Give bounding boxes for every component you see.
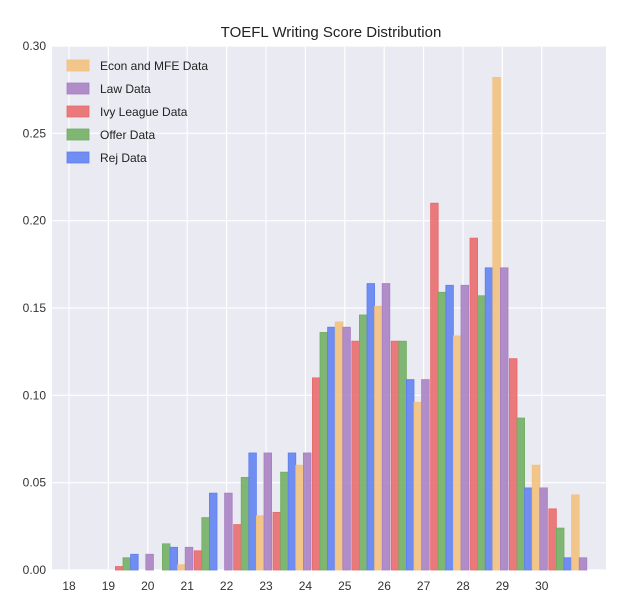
bar-offer-data-27 (437, 291, 447, 571)
bar-offer-data-20 (161, 543, 171, 571)
legend-swatch (66, 105, 90, 118)
bar-econ-and-mfe-data-30 (571, 494, 580, 571)
bar-econ-and-mfe-data-22 (255, 515, 265, 571)
bar-offer-data-19 (122, 557, 131, 571)
y-tick-label: 0.00 (23, 563, 47, 577)
legend-label: Ivy League Data (100, 105, 188, 119)
bar-law-data-19 (145, 553, 154, 571)
bar-rej-data-29 (524, 487, 533, 571)
bar-law-data-21 (224, 492, 233, 571)
x-tick-label: 22 (220, 579, 234, 593)
x-tick-label: 20 (141, 579, 155, 593)
legend-swatch (66, 82, 90, 95)
bar-law-data-25 (381, 283, 391, 571)
legend-label: Offer Data (100, 128, 155, 142)
legend-swatch (66, 59, 90, 72)
bar-rej-data-27 (445, 284, 454, 571)
y-tick-label: 0.10 (23, 388, 47, 402)
legend-label: Law Data (100, 82, 151, 96)
bar-econ-and-mfe-data-20 (177, 564, 186, 571)
y-tick-label: 0.30 (23, 39, 47, 53)
bar-rej-data-19 (130, 553, 139, 571)
bar-econ-and-mfe-data-29 (531, 464, 541, 571)
bar-law-data-22 (263, 452, 272, 571)
x-tick-label: 23 (259, 579, 273, 593)
x-tick-label: 28 (456, 579, 470, 593)
y-tick-label: 0.20 (23, 214, 47, 228)
legend-swatch (66, 151, 90, 164)
bar-law-data-30 (578, 557, 588, 571)
bar-rej-data-23 (287, 452, 297, 571)
bar-offer-data-28 (477, 295, 486, 571)
x-tick-label: 27 (417, 579, 431, 593)
x-tick-label: 24 (299, 579, 313, 593)
bar-ivy-league-data-25 (351, 340, 360, 571)
bar-ivy-league-data-30 (548, 508, 557, 571)
x-tick-label: 25 (338, 579, 352, 593)
bar-offer-data-26 (398, 340, 407, 571)
y-tick-label: 0.25 (23, 126, 47, 140)
bar-rej-data-28 (484, 267, 494, 571)
legend-swatch (66, 128, 90, 141)
bar-offer-data-21 (201, 517, 210, 571)
bar-ivy-league-data-19 (115, 566, 124, 571)
bars (115, 77, 588, 571)
bar-econ-and-mfe-data-23 (295, 464, 304, 571)
legend-label: Rej Data (100, 151, 147, 165)
bar-ivy-league-data-24 (311, 377, 321, 571)
y-tick-label: 0.05 (23, 476, 47, 490)
chart-title: TOEFL Writing Score Distribution (221, 24, 442, 41)
bar-offer-data-30 (556, 527, 565, 571)
y-axis-ticks: 0.00 0.05 0.10 0.15 0.20 0.25 0.30 (23, 39, 47, 577)
bar-ivy-league-data-22 (233, 524, 242, 571)
x-tick-label: 18 (62, 579, 76, 593)
bar-rej-data-30 (563, 557, 572, 571)
x-axis-ticks: 18 19 20 21 22 23 24 25 26 27 28 29 30 (62, 579, 548, 593)
bar-econ-and-mfe-data-26 (413, 401, 422, 571)
bar-rej-data-20 (169, 546, 178, 571)
bar-econ-and-mfe-data-27 (452, 335, 462, 571)
bar-rej-data-25 (366, 283, 375, 571)
bar-rej-data-26 (405, 379, 415, 571)
bar-ivy-league-data-27 (430, 202, 439, 571)
bar-rej-data-24 (327, 326, 336, 571)
x-tick-label: 26 (378, 579, 392, 593)
bar-rej-data-22 (248, 452, 257, 571)
y-tick-label: 0.15 (23, 301, 47, 315)
bar-offer-data-29 (516, 417, 525, 571)
bar-offer-data-22 (240, 477, 250, 571)
bar-law-data-26 (421, 379, 430, 571)
bar-law-data-29 (539, 487, 548, 571)
bar-offer-data-25 (358, 314, 368, 571)
bar-ivy-league-data-26 (390, 340, 400, 571)
bar-law-data-28 (499, 267, 509, 571)
bar-ivy-league-data-23 (272, 511, 281, 571)
bar-offer-data-23 (280, 471, 289, 571)
legend-label: Econ and MFE Data (100, 59, 208, 73)
bar-ivy-league-data-28 (469, 237, 478, 571)
x-tick-label: 19 (102, 579, 116, 593)
bar-econ-and-mfe-data-25 (374, 305, 383, 571)
bar-econ-and-mfe-data-24 (334, 321, 344, 571)
x-tick-label: 30 (535, 579, 549, 593)
x-tick-label: 21 (181, 579, 195, 593)
bar-law-data-27 (460, 284, 469, 571)
bar-law-data-24 (342, 326, 351, 571)
x-tick-label: 29 (496, 579, 510, 593)
bar-rej-data-21 (208, 492, 218, 571)
bar-ivy-league-data-21 (193, 550, 203, 571)
bar-econ-and-mfe-data-28 (492, 77, 501, 571)
bar-law-data-23 (302, 452, 312, 571)
bar-offer-data-24 (319, 332, 328, 571)
legend: Econ and MFE Data Law Data Ivy League Data… (66, 59, 208, 165)
bar-law-data-20 (184, 546, 194, 571)
bar-ivy-league-data-29 (508, 358, 518, 571)
